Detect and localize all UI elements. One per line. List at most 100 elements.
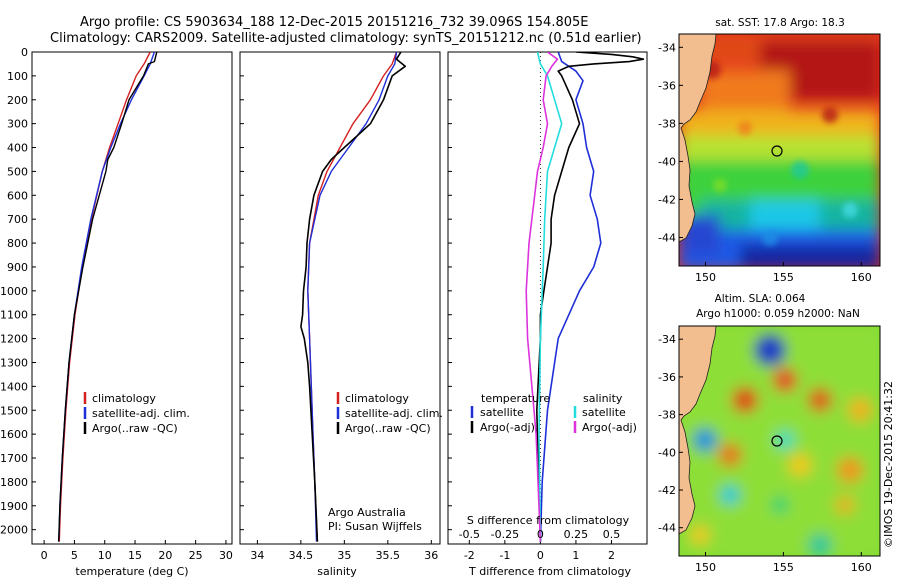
y-tick-label: 100 xyxy=(7,70,28,83)
y-tick-label: 400 xyxy=(7,142,28,155)
legend-salinity-title: salinity xyxy=(583,392,623,405)
map-y-tick-label: -36 xyxy=(658,79,676,92)
pi-note: PI: Susan Wijffels xyxy=(328,520,422,533)
difference-series xyxy=(525,52,645,544)
map-y-tick-label: -44 xyxy=(658,522,676,535)
temperature-xlabel: temperature (deg C) xyxy=(75,565,188,578)
t-difference-axis: -2 -1 0 1 2 xyxy=(464,540,615,562)
x-tick-label: 5 xyxy=(71,549,78,562)
legend-satellite: satellite-adj. clim. xyxy=(345,407,443,420)
legend-argo: Argo(..raw -QC) xyxy=(92,422,178,435)
sla-map-axes: 150 155 160 -34 -36 -38 -40 -42 -44 xyxy=(658,333,872,574)
salinity-axis: 34 34.5 35 35.5 36 xyxy=(250,540,438,562)
sla-map-title-1: Altim. SLA: 0.064 xyxy=(715,293,806,305)
t-difference-xlabel: T difference from climatology xyxy=(468,565,631,578)
sla-land xyxy=(679,326,717,535)
series-s-satellite xyxy=(536,52,563,542)
legend-argo: Argo(..raw -QC) xyxy=(345,422,431,435)
sst-map-axes: 150 155 160 -34 -36 -38 -40 -42 -44 xyxy=(658,41,872,284)
y-tick-label: 1300 xyxy=(0,356,28,369)
legend-s-satellite: satellite xyxy=(582,406,626,419)
y-tick-label: 1800 xyxy=(0,476,28,489)
series-s-argo-adj- xyxy=(525,52,559,542)
temperature-series xyxy=(58,52,158,542)
y-tick-label: 1600 xyxy=(0,428,28,441)
y-tick-label: 1400 xyxy=(0,380,28,393)
x-tick-label: 15 xyxy=(128,549,142,562)
argo-australia-note: Argo Australia xyxy=(328,506,406,519)
temperature-panel: 0100200300400500600700800900100011001200… xyxy=(0,46,233,578)
legend-climatology: climatology xyxy=(345,392,409,405)
s-tick-label: -0.5 xyxy=(459,528,480,541)
map-x-tick-label: 150 xyxy=(695,561,716,574)
y-tick-label: 1100 xyxy=(0,309,28,322)
sla-map-panel: Altim. SLA: 0.064 Argo h1000: 0.059 h200… xyxy=(658,293,881,574)
y-tick-label: 2000 xyxy=(0,524,28,537)
salinity-axes-frame xyxy=(239,51,441,545)
salinity-panel: 34 34.5 35 35.5 36 climatology satellite-adj… xyxy=(239,51,443,578)
temperature-legend: climatology satellite-adj. clim. Argo(..… xyxy=(83,392,190,435)
map-y-tick-label: -34 xyxy=(658,41,676,54)
salinity-depth-ticks xyxy=(240,51,244,531)
header-line-1: Argo profile: CS 5903634_188 12-Dec-2015… xyxy=(80,15,588,30)
legend-climatology: climatology xyxy=(92,392,156,405)
legend-t-satellite: satellite xyxy=(480,406,524,419)
s-difference-ticks: -0.5 -0.25 0 0.25 0.5 xyxy=(459,528,621,541)
series-argo-raw-qc- xyxy=(58,52,158,542)
map-y-tick-label: -38 xyxy=(658,409,676,422)
y-tick-label: 600 xyxy=(7,189,28,202)
x-tick-label: 25 xyxy=(189,549,203,562)
y-tick-label: 1900 xyxy=(0,500,28,513)
x-tick-label: 0 xyxy=(41,549,48,562)
sla-float-marker xyxy=(771,435,783,447)
legend-temperature-title: temperature xyxy=(481,392,550,405)
sst-float-marker xyxy=(771,145,783,157)
x-tick-label: 35 xyxy=(337,549,351,562)
difference-axes-frame xyxy=(447,51,648,545)
s-tick-label: 0.5 xyxy=(603,528,621,541)
s-tick-label: 0 xyxy=(537,528,544,541)
x-tick-label: 34 xyxy=(250,549,264,562)
map-x-tick-label: 160 xyxy=(851,271,872,284)
y-tick-label: 1200 xyxy=(0,333,28,346)
y-tick-label: 500 xyxy=(7,165,28,178)
x-tick-label: 20 xyxy=(158,549,172,562)
map-y-tick-label: -40 xyxy=(658,446,676,459)
salinity-xlabel: salinity xyxy=(317,565,357,578)
legend-satellite: satellite-adj. clim. xyxy=(92,407,190,420)
y-tick-label: 1000 xyxy=(0,285,28,298)
sst-map-title: sat. SST: 17.8 Argo: 18.3 xyxy=(715,17,845,29)
x-tick-label: 1 xyxy=(572,549,579,562)
map-y-tick-label: -42 xyxy=(658,484,676,497)
y-tick-label: 700 xyxy=(7,213,28,226)
legend-s-argo: Argo(-adj) xyxy=(582,421,637,434)
map-y-tick-label: -36 xyxy=(658,371,676,384)
sst-map-field xyxy=(679,34,880,266)
y-tick-label: 900 xyxy=(7,261,28,274)
series-argo-raw-qc- xyxy=(300,52,407,542)
map-x-tick-label: 150 xyxy=(695,271,716,284)
map-x-tick-label: 160 xyxy=(851,561,872,574)
s-tick-label: -0.25 xyxy=(491,528,519,541)
map-x-tick-label: 155 xyxy=(773,271,794,284)
sla-map-field xyxy=(679,326,880,556)
y-tick-label: 300 xyxy=(7,118,28,131)
x-tick-label: 34.5 xyxy=(289,549,314,562)
sst-map-frame xyxy=(678,33,881,267)
series-t-satellite xyxy=(539,52,602,542)
y-tick-label: 800 xyxy=(7,237,28,250)
x-tick-label: -1 xyxy=(499,549,510,562)
sst-map-panel: sat. SST: 17.8 Argo: 18.3 xyxy=(658,17,881,284)
x-tick-label: 30 xyxy=(219,549,233,562)
salinity-series xyxy=(300,52,407,542)
difference-legend: temperature salinity satellite Argo(-adj… xyxy=(470,392,637,434)
sla-map-frame xyxy=(678,325,881,557)
difference-panel: -2 -1 0 1 2 temperature salinity satellite A… xyxy=(447,51,648,578)
imos-watermark: ©IMOS 19-Dec-2015 20:41:32 xyxy=(882,381,895,548)
x-tick-label: -2 xyxy=(464,549,475,562)
temperature-axes-frame xyxy=(31,51,233,545)
s-difference-label: S difference from climatology xyxy=(467,514,630,527)
x-tick-label: 36 xyxy=(424,549,438,562)
s-tick-label: 0.25 xyxy=(564,528,589,541)
